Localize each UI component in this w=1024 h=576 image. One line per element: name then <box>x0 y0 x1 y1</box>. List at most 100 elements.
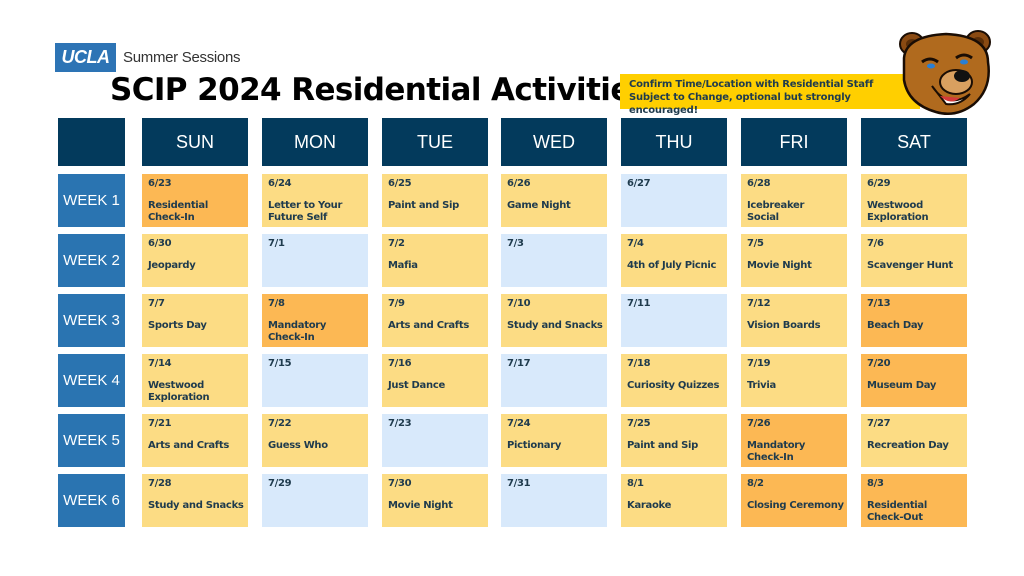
day-header-fri: FRI <box>741 118 847 166</box>
day-date: 8/3 <box>867 478 884 489</box>
day-activity: Museum Day <box>867 380 937 391</box>
day-activity: Recreation Day <box>867 440 949 451</box>
calendar-day-cell: 7/24 Pictionary <box>501 414 607 467</box>
day-date: 7/30 <box>388 478 412 489</box>
day-activity: Sports Day <box>148 320 207 331</box>
day-date: 7/8 <box>268 298 285 309</box>
day-activity: Westwood Exploration <box>867 200 929 223</box>
calendar-day-cell: 7/29 <box>262 474 368 527</box>
calendar-day-cell: 7/30 Movie Night <box>382 474 488 527</box>
day-activity: Jeopardy <box>148 260 196 271</box>
day-activity: Karaoke <box>627 500 672 511</box>
week-header-3: WEEK 3 <box>58 294 125 347</box>
calendar-day-cell: 7/7 Sports Day <box>142 294 248 347</box>
day-header-wed: WED <box>501 118 607 166</box>
calendar-day-cell: 6/27 <box>621 174 727 227</box>
calendar-day-cell: 7/2 Mafia <box>382 234 488 287</box>
week-header-1: WEEK 1 <box>58 174 125 227</box>
calendar-day-cell: 7/5 Movie Night <box>741 234 847 287</box>
calendar-day-cell: 6/26 Game Night <box>501 174 607 227</box>
calendar-day-cell: 7/19 Trivia <box>741 354 847 407</box>
day-header-sat: SAT <box>861 118 967 166</box>
calendar-day-cell: 7/12 Vision Boards <box>741 294 847 347</box>
day-date: 7/4 <box>627 238 644 249</box>
day-date: 6/29 <box>867 178 891 189</box>
day-date: 7/13 <box>867 298 891 309</box>
day-date: 7/26 <box>747 418 771 429</box>
calendar-day-cell: 7/15 <box>262 354 368 407</box>
calendar-day-cell: 8/3 Residential Check-Out <box>861 474 967 527</box>
day-date: 7/11 <box>627 298 651 309</box>
day-date: 6/26 <box>507 178 531 189</box>
day-activity: Icebreaker Social <box>747 200 805 223</box>
calendar-day-cell: 7/21 Arts and Crafts <box>142 414 248 467</box>
day-header-thu: THU <box>621 118 727 166</box>
day-date: 7/1 <box>268 238 285 249</box>
calendar-day-cell: 7/6 Scavenger Hunt <box>861 234 967 287</box>
calendar-day-cell: 7/17 <box>501 354 607 407</box>
day-date: 7/28 <box>148 478 172 489</box>
day-activity: Movie Night <box>747 260 812 271</box>
day-activity: 4th of July Picnic <box>627 260 717 271</box>
calendar-day-cell: 7/23 <box>382 414 488 467</box>
day-date: 7/14 <box>148 358 172 369</box>
notice-banner: Confirm Time/Location with Residential S… <box>620 74 920 116</box>
day-activity: Vision Boards <box>747 320 821 331</box>
day-date: 6/28 <box>747 178 771 189</box>
calendar-day-cell: 7/11 <box>621 294 727 347</box>
day-activity: Closing Ceremony <box>747 500 844 511</box>
day-activity: Mandatory Check-In <box>268 320 327 343</box>
day-activity: Guess Who <box>268 440 328 451</box>
day-activity: Just Dance <box>388 380 445 391</box>
calendar-day-cell: 7/4 4th of July Picnic <box>621 234 727 287</box>
calendar-day-cell: 6/25 Paint and Sip <box>382 174 488 227</box>
week-header-2: WEEK 2 <box>58 234 125 287</box>
day-date: 7/3 <box>507 238 524 249</box>
day-activity: Scavenger Hunt <box>867 260 953 271</box>
day-header-tue: TUE <box>382 118 488 166</box>
calendar-day-cell: 6/23 Residential Check-In <box>142 174 248 227</box>
ucla-summer-sessions-logo: UCLA Summer Sessions <box>55 43 241 72</box>
calendar-day-cell: 7/16 Just Dance <box>382 354 488 407</box>
calendar-day-cell: 6/24 Letter to Your Future Self <box>262 174 368 227</box>
day-activity: Trivia <box>747 380 776 391</box>
day-date: 7/16 <box>388 358 412 369</box>
calendar-day-cell: 7/10 Study and Snacks <box>501 294 607 347</box>
day-activity: Paint and Sip <box>388 200 460 211</box>
day-date: 7/10 <box>507 298 531 309</box>
day-activity: Arts and Crafts <box>388 320 469 331</box>
day-date: 7/20 <box>867 358 891 369</box>
day-date: 8/1 <box>627 478 644 489</box>
grid-corner <box>58 118 125 166</box>
day-activity: Curiosity Quizzes <box>627 380 720 391</box>
day-activity: Game Night <box>507 200 571 211</box>
day-date: 6/30 <box>148 238 172 249</box>
notice-line-1: Confirm Time/Location with Residential S… <box>629 79 874 90</box>
notice-line-2: Subject to Change, optional but strongly… <box>629 92 851 116</box>
day-activity: Beach Day <box>867 320 924 331</box>
day-activity: Study and Snacks <box>148 500 244 511</box>
bruin-bear-icon <box>899 30 991 115</box>
day-date: 7/31 <box>507 478 531 489</box>
day-date: 7/2 <box>388 238 405 249</box>
day-date: 7/7 <box>148 298 165 309</box>
day-date: 7/15 <box>268 358 292 369</box>
calendar-day-cell: 7/22 Guess Who <box>262 414 368 467</box>
day-activity: Residential Check-In <box>148 200 209 223</box>
day-activity: Pictionary <box>507 440 562 451</box>
week-header-6: WEEK 6 <box>58 474 125 527</box>
calendar-day-cell: 7/8 Mandatory Check-In <box>262 294 368 347</box>
day-date: 7/22 <box>268 418 292 429</box>
day-activity: Movie Night <box>388 500 453 511</box>
calendar-day-cell: 8/1 Karaoke <box>621 474 727 527</box>
day-date: 7/17 <box>507 358 531 369</box>
day-activity: Letter to Your Future Self <box>268 200 343 223</box>
calendar-day-cell: 7/26 Mandatory Check-In <box>741 414 847 467</box>
calendar-day-cell: 7/13 Beach Day <box>861 294 967 347</box>
day-date: 6/23 <box>148 178 172 189</box>
calendar-day-cell: 6/29 Westwood Exploration <box>861 174 967 227</box>
week-header-4: WEEK 4 <box>58 354 125 407</box>
day-date: 7/19 <box>747 358 771 369</box>
day-header-mon: MON <box>262 118 368 166</box>
day-date: 7/21 <box>148 418 172 429</box>
